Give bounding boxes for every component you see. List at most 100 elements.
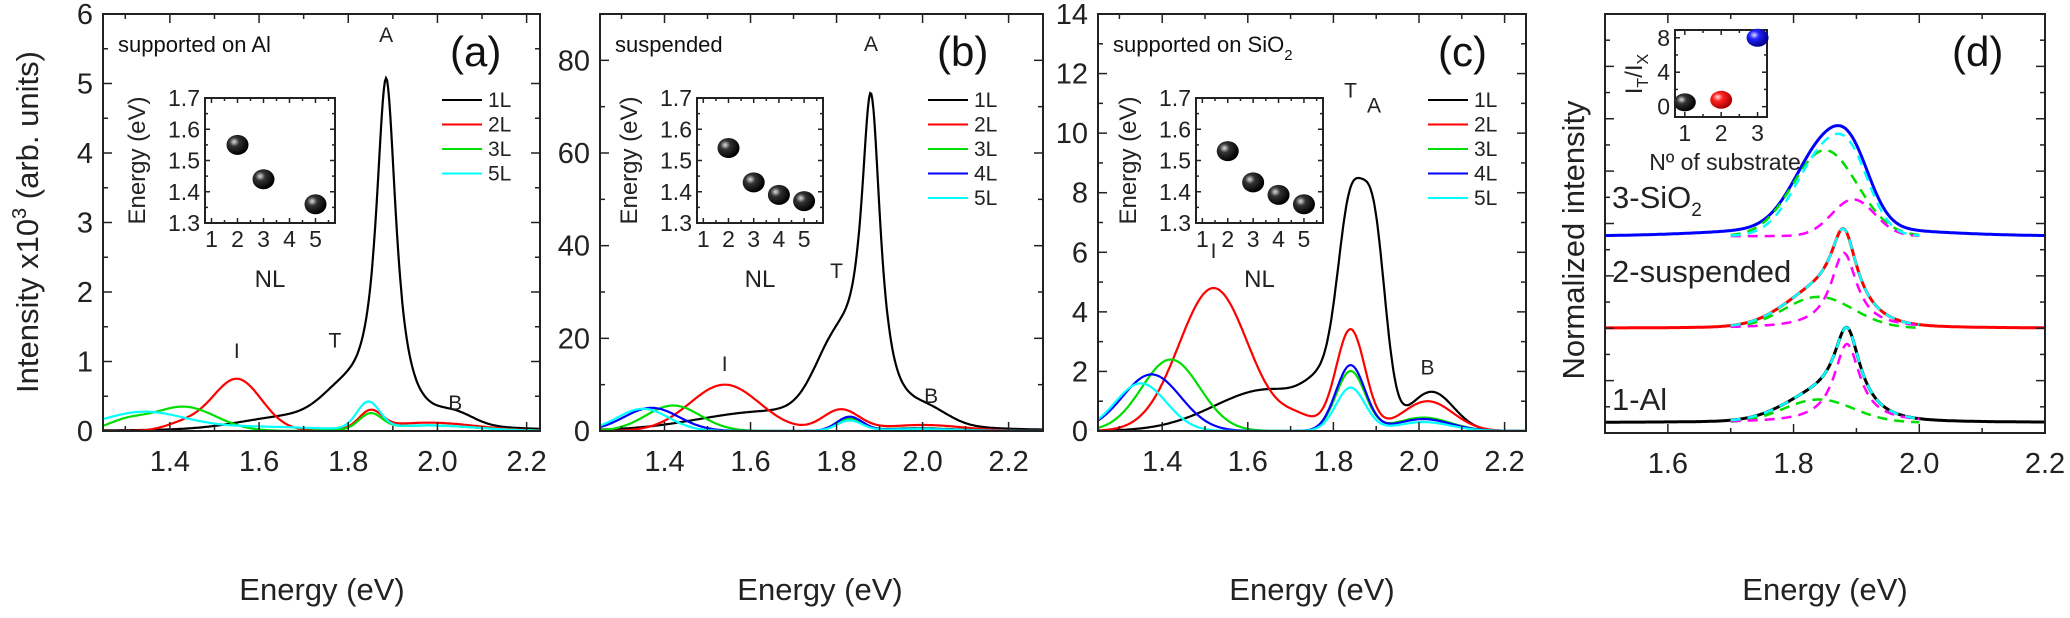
panel-c-inset-y-title: Energy (eV) — [1115, 96, 1142, 224]
panel-c-xtick-label: 1.8 — [1313, 446, 1353, 478]
series-line-2-suspended — [1605, 226, 2045, 330]
panel-a-inset-ytick-label: 1.4 — [168, 179, 200, 205]
peak-label-B: B — [448, 392, 462, 415]
panel-b-inset-ytick-label: 1.6 — [660, 116, 692, 142]
panel-b-ytick-label: 40 — [558, 231, 590, 263]
panel-a-xtick-label: 1.4 — [150, 446, 190, 478]
annotation-b: suspended — [615, 32, 723, 57]
panel-c-ytick-label: 2 — [1072, 356, 1088, 388]
panel-a-ytick-label: 1 — [77, 347, 93, 379]
panel-c-xtick-label: 2.2 — [1484, 446, 1524, 478]
peak-label-T: T — [328, 330, 341, 353]
panel-c-xtick-label: 1.4 — [1142, 446, 1182, 478]
peak-label-I: I — [1211, 240, 1217, 263]
panel-d-frame — [1604, 13, 2046, 434]
legend-label-5L: 5L — [488, 163, 511, 186]
series-line-2L — [1098, 286, 1526, 431]
peak-label-T: T — [1344, 79, 1357, 102]
annotation-c: supported on SiO2 — [1113, 32, 1293, 64]
panel-a-inset-xtick-label: 2 — [231, 226, 244, 252]
panel-c-inset-xtick-label: 5 — [1298, 226, 1311, 252]
series-line-5L — [103, 400, 540, 431]
legend-label-2L: 2L — [974, 114, 997, 137]
peak-label-A: A — [379, 24, 393, 47]
inset-data-point — [793, 191, 816, 212]
panel-label-c: (c) — [1438, 28, 1487, 75]
y-axis-title-a: Intensity x103 (arb. units) — [9, 51, 45, 393]
peak-label-A: A — [1367, 94, 1381, 117]
inset-data-point — [1710, 90, 1733, 109]
panel-b-inset-xtick-label: 3 — [747, 226, 760, 252]
legend-label-2L: 2L — [1474, 114, 1497, 137]
peak-label-A: A — [864, 33, 878, 56]
panel-b-ytick-label: 0 — [574, 416, 590, 448]
inset-data-point — [226, 134, 249, 155]
panel-a-inset-ytick-label: 1.5 — [168, 148, 200, 174]
inset-data-point — [1746, 28, 1769, 47]
panel-d-inset-ytick-label: 0 — [1657, 94, 1670, 120]
x-axis-title-a: Energy (eV) — [239, 572, 404, 607]
panel-a-inset-x-title: NL — [255, 266, 286, 293]
panel-c-ytick-label: 12 — [1056, 59, 1088, 91]
panel-c-inset-xtick-label: 1 — [1196, 226, 1209, 252]
peak-label-T: T — [830, 260, 843, 283]
panel-c-inset-ytick-label: 1.7 — [1159, 85, 1191, 111]
panel-a-ytick-label: 6 — [77, 0, 93, 31]
panel-a-ytick-label: 0 — [77, 416, 93, 448]
panel-b-xtick-label: 1.8 — [816, 446, 856, 478]
x-axis-title-d: Energy (eV) — [1742, 572, 1907, 607]
panel-d-inset-xtick-label: 1 — [1678, 120, 1691, 146]
panel-b-xtick-label: 1.6 — [730, 446, 770, 478]
panel-label-b: (b) — [937, 28, 988, 75]
panel-a-xtick-label: 2.2 — [506, 446, 546, 478]
panel-c-ytick-label: 8 — [1072, 178, 1088, 210]
peak-label-B: B — [924, 385, 938, 408]
panel-d-xtick-label: 1.6 — [1648, 448, 1688, 480]
panel-c-ytick-label: 0 — [1072, 416, 1088, 448]
panel-c-inset-ytick-label: 1.4 — [1159, 179, 1191, 205]
fit-line-2-suspended — [1730, 295, 1920, 330]
panel-c-ytick-label: 6 — [1072, 237, 1088, 269]
legend-label-5L: 5L — [1474, 187, 1497, 210]
fit-line-1-Al — [1730, 326, 1920, 422]
fit-line-2-suspended — [1730, 227, 1920, 327]
panel-b-inset-x-title: NL — [745, 266, 776, 293]
legend-label-4L: 4L — [974, 163, 997, 186]
panel-d-xtick-label: 2.0 — [1899, 448, 1939, 480]
panel-b-ytick-label: 80 — [558, 45, 590, 77]
panel-b-inset-y-title: Energy (eV) — [616, 96, 643, 224]
peak-label-I: I — [234, 340, 240, 363]
panel-a-ytick-label: 4 — [77, 138, 93, 170]
panel-c-inset-xtick-label: 2 — [1221, 226, 1234, 252]
panel-a-inset-xtick-label: 4 — [283, 226, 296, 252]
inset-y-title-d: IT/IX — [1621, 53, 1652, 94]
panel-b-inset-xtick-label: 1 — [697, 226, 710, 252]
panel-a-ytick-label: 2 — [77, 277, 93, 309]
panel-a-xtick-label: 1.6 — [239, 446, 279, 478]
panel-c-ytick-label: 14 — [1056, 0, 1088, 31]
panel-b-inset: 1 2 3 4 5 1.3 1.4 1.5 1.6 1.7 NL Energy (eV) — [616, 85, 824, 293]
panel-b-inset-ytick-label: 1.7 — [660, 85, 692, 111]
panel-a-inset-ytick-label: 1.3 — [168, 210, 200, 236]
panel-b-frame — [599, 13, 1044, 432]
panel-b-ytick-label: 60 — [558, 138, 590, 170]
panel-a-ytick-label: 5 — [77, 69, 93, 101]
panel-a-inset-y-title: Energy (eV) — [124, 96, 151, 224]
legend-label-4L: 4L — [1474, 163, 1497, 186]
fit-line-2-suspended — [1730, 251, 1920, 329]
panel-c-curves — [1098, 176, 1526, 431]
panel-d-xtick-label: 1.8 — [1773, 448, 1813, 480]
inset-data-point — [304, 194, 327, 215]
panel-b-xtick-label: 2.0 — [902, 446, 942, 478]
legend-label-2L: 2L — [488, 114, 511, 137]
panel-a-inset: 1 2 3 4 5 1.3 1.4 1.5 1.6 1.7 NL Energy (eV) — [124, 85, 336, 293]
panel-d-inset-xtick-label: 3 — [1751, 120, 1764, 146]
panel-b-inset-xtick-label: 2 — [722, 226, 735, 252]
inset-data-point — [1216, 141, 1239, 162]
inset-data-point — [1267, 184, 1290, 205]
panel-d-curves — [1605, 124, 2045, 424]
series-line-5L — [1098, 382, 1526, 431]
inset-data-point — [717, 138, 740, 158]
panel-c-xtick-label: 2.0 — [1399, 446, 1439, 478]
